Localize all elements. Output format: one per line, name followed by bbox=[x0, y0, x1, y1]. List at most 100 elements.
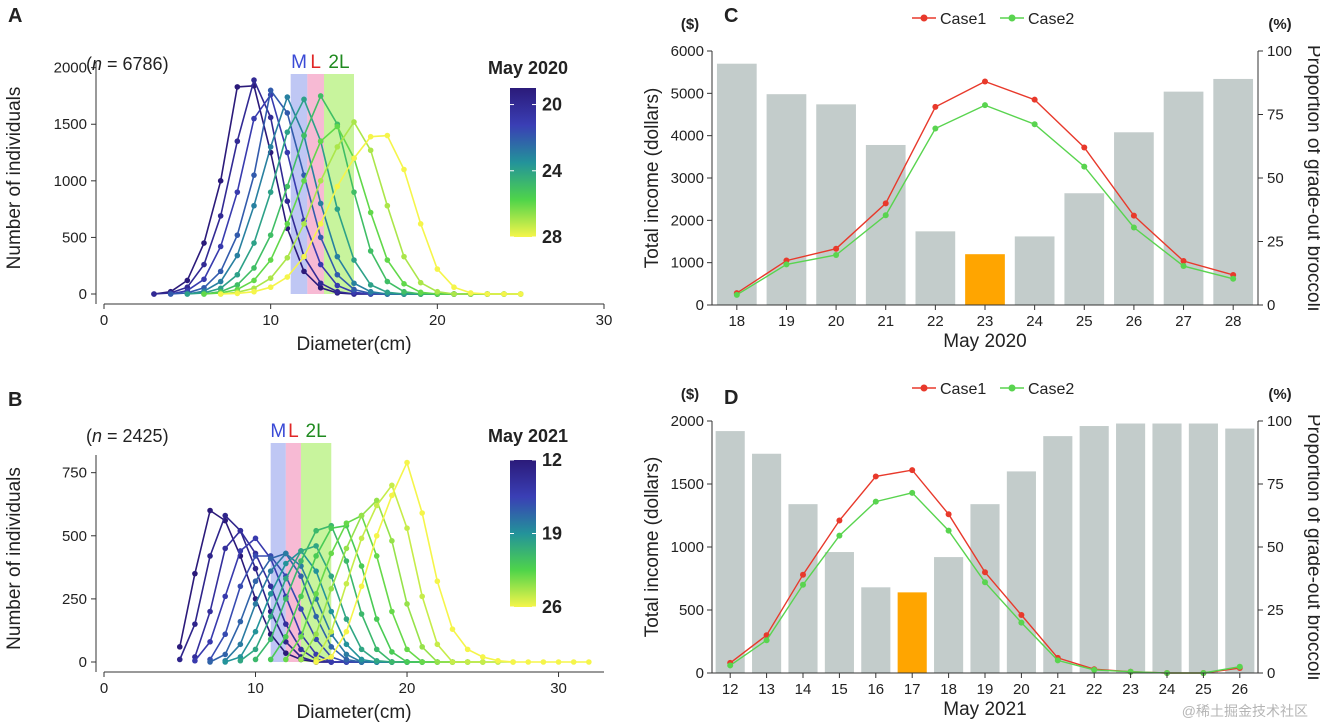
data-point bbox=[373, 657, 380, 664]
series-line bbox=[203, 94, 521, 295]
data-point bbox=[328, 550, 335, 557]
bar bbox=[1043, 436, 1073, 673]
data-point bbox=[367, 133, 374, 140]
data-point bbox=[267, 144, 274, 150]
y2-tick-label: 50 bbox=[1267, 170, 1284, 187]
x-tick-label: 17 bbox=[904, 681, 921, 698]
bar bbox=[1225, 428, 1255, 673]
data-point bbox=[234, 232, 241, 238]
y-tick-label: 1000 bbox=[671, 539, 704, 556]
watermark-text: @稀土掘金技术社区 bbox=[1182, 703, 1308, 719]
data-point bbox=[328, 654, 335, 660]
data-point bbox=[464, 659, 471, 665]
y-tick-label: 6000 bbox=[671, 43, 704, 60]
legend-label: Case1 bbox=[940, 381, 986, 398]
data-point bbox=[334, 288, 341, 295]
bar bbox=[861, 587, 891, 673]
data-point bbox=[328, 628, 335, 635]
data-point bbox=[384, 202, 391, 209]
y-tick-label: 4000 bbox=[671, 128, 704, 145]
data-point bbox=[417, 289, 424, 296]
data-point bbox=[252, 646, 259, 653]
data-point bbox=[932, 103, 939, 110]
data-point bbox=[237, 527, 244, 534]
data-point bbox=[464, 646, 471, 653]
data-point bbox=[384, 132, 391, 139]
data-point bbox=[217, 243, 224, 250]
data-point bbox=[251, 277, 257, 284]
data-point bbox=[479, 659, 486, 665]
legend-label: Case2 bbox=[1028, 11, 1074, 28]
grade-label-2l: 2L bbox=[306, 421, 327, 442]
panel-letter: D bbox=[724, 387, 738, 409]
y2-tick-label: 0 bbox=[1267, 297, 1275, 314]
data-point bbox=[317, 93, 324, 99]
legend-marker bbox=[1008, 384, 1016, 392]
data-point bbox=[1230, 275, 1237, 282]
data-point bbox=[334, 144, 341, 150]
x-tick-label: 0 bbox=[100, 680, 108, 697]
y-unit-label: ($) bbox=[681, 386, 699, 403]
y-tick-label: 2000 bbox=[671, 413, 704, 430]
data-point bbox=[192, 657, 198, 664]
data-point bbox=[207, 659, 213, 665]
y-tick-label: 1000 bbox=[671, 255, 704, 272]
data-point bbox=[234, 84, 241, 90]
data-point bbox=[449, 626, 456, 632]
data-point bbox=[389, 649, 395, 655]
data-point bbox=[367, 147, 374, 154]
x-tick-label: 22 bbox=[927, 313, 944, 330]
y-axis-title: Number of individuals bbox=[4, 87, 25, 270]
data-point bbox=[207, 608, 213, 615]
x-tick-label: 21 bbox=[877, 313, 894, 330]
bar bbox=[816, 104, 856, 305]
data-point bbox=[313, 543, 319, 549]
x-tick-label: 0 bbox=[100, 312, 108, 329]
data-point bbox=[252, 565, 259, 572]
data-point bbox=[872, 473, 879, 480]
panel-b: B M L 2L 0 10 20 30 0 250 500 750 Diameter(cm) Number… bbox=[4, 389, 604, 723]
data-point bbox=[351, 280, 357, 287]
data-point bbox=[237, 641, 244, 648]
data-point bbox=[1031, 96, 1038, 103]
data-point bbox=[334, 282, 341, 289]
data-point bbox=[301, 253, 307, 260]
data-point bbox=[284, 110, 291, 116]
data-point bbox=[1130, 212, 1137, 219]
colorbar bbox=[510, 460, 536, 607]
data-point bbox=[237, 657, 244, 664]
data-point bbox=[982, 579, 988, 586]
data-point bbox=[328, 525, 335, 532]
x-tick-label: 23 bbox=[1122, 681, 1139, 698]
bar bbox=[824, 552, 854, 673]
series-day-27 bbox=[217, 119, 524, 297]
series-line bbox=[315, 460, 589, 663]
data-point bbox=[267, 275, 274, 281]
data-point bbox=[872, 498, 879, 505]
sample-size-label: (n = 2425) bbox=[86, 426, 169, 446]
data-point bbox=[389, 608, 395, 615]
y-axis-title: Total income (dollars) bbox=[642, 88, 663, 269]
data-point bbox=[351, 189, 357, 195]
y2-tick-label: 100 bbox=[1267, 43, 1292, 60]
data-point bbox=[301, 178, 307, 184]
bar bbox=[1006, 471, 1036, 673]
data-point bbox=[151, 291, 157, 297]
data-point bbox=[252, 628, 259, 635]
data-point bbox=[343, 628, 350, 635]
data-point bbox=[222, 512, 229, 519]
data-point bbox=[451, 291, 457, 297]
data-point bbox=[317, 200, 324, 207]
data-point bbox=[283, 596, 289, 602]
data-point bbox=[384, 257, 391, 263]
data-point bbox=[1081, 163, 1088, 170]
data-point bbox=[283, 550, 289, 557]
data-point bbox=[317, 138, 324, 145]
x-tick-label: 26 bbox=[1126, 313, 1143, 330]
x-tick-label: 18 bbox=[940, 681, 957, 698]
x-tick-label: 13 bbox=[758, 681, 775, 698]
data-point bbox=[882, 200, 889, 207]
data-point bbox=[467, 290, 474, 296]
data-point bbox=[328, 585, 335, 592]
data-point bbox=[313, 591, 319, 597]
